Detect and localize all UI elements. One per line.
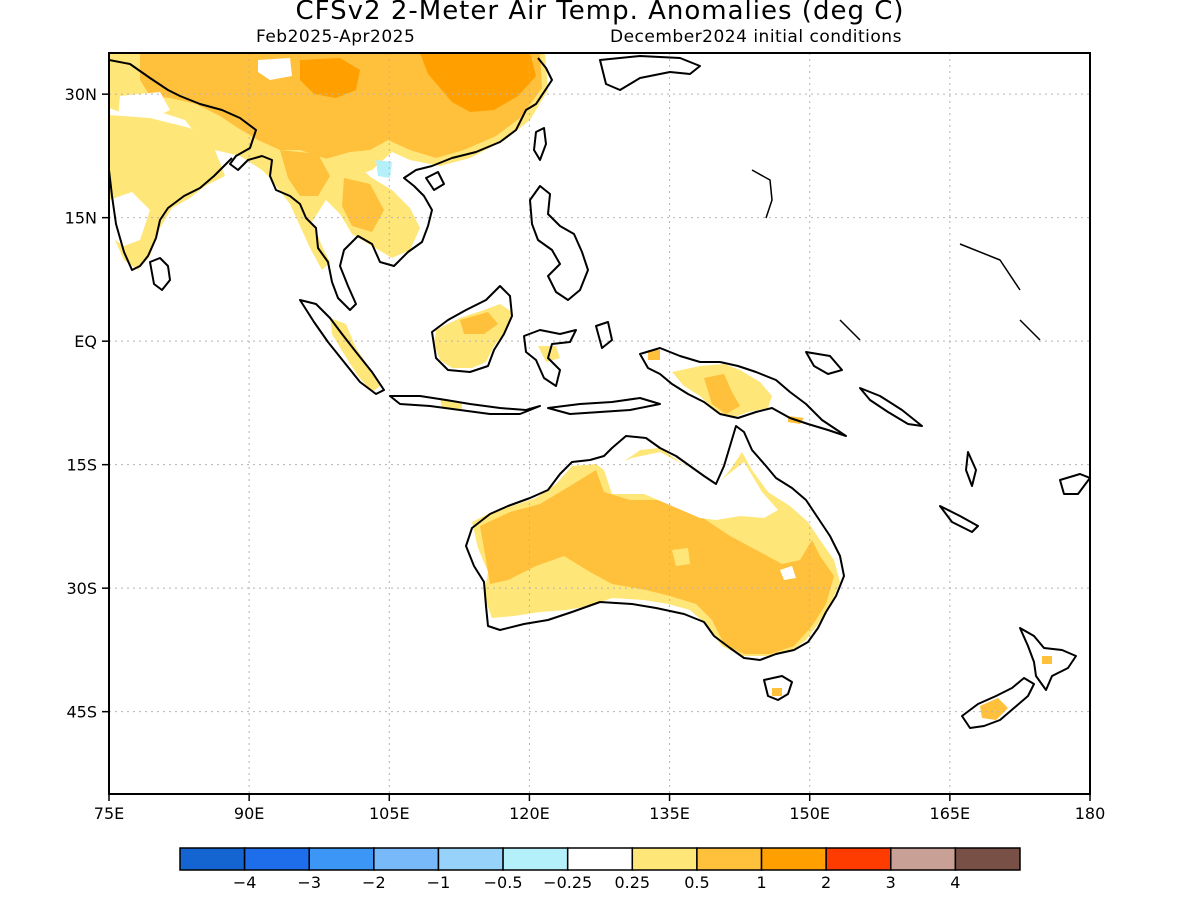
lat-label-0: 30N <box>65 85 97 104</box>
coast-fiji <box>1059 473 1090 495</box>
coast-java <box>389 395 541 415</box>
initial-conditions: December2024 initial conditions <box>610 27 902 47</box>
colorbar-swatch-1 <box>243 847 310 871</box>
lon-label-2: 105E <box>369 804 410 823</box>
coast-australia <box>465 425 845 661</box>
forecast-period: Feb2025-Apr2025 <box>256 27 416 47</box>
colorbar-swatch-4 <box>437 847 504 871</box>
shade-aus-white-east <box>780 566 796 580</box>
shade-china-high <box>420 53 536 112</box>
lon-label-0: 75E <box>94 804 124 823</box>
shade-tibet-high <box>300 58 360 98</box>
shade-tibet-white <box>258 58 292 80</box>
coast-sulawesi <box>523 329 577 387</box>
colorbar-label-1: −3 <box>297 873 321 892</box>
colorbar-swatch-9 <box>760 847 827 871</box>
colorbar-label-5: −0.25 <box>543 873 592 892</box>
lat-label-2: EQ <box>74 332 97 351</box>
shade-india-white <box>118 92 170 124</box>
colorbar-swatch-12 <box>954 847 1021 871</box>
colorbar-label-6: 0.25 <box>614 873 650 892</box>
shade-aus-mid <box>480 470 834 654</box>
shade-borneo-mid <box>460 312 498 334</box>
colorbar-label-2: −2 <box>362 873 386 892</box>
plot-frame <box>108 52 1091 795</box>
lon-label-4: 135E <box>649 804 690 823</box>
lat-label-1: 15N <box>65 209 97 228</box>
lon-label-6: 165E <box>930 804 971 823</box>
shade-indochina-low <box>260 150 420 270</box>
colorbar-label-10: 3 <box>886 873 896 892</box>
coast-vanuatu <box>965 451 977 487</box>
graticule <box>109 53 1090 794</box>
coast-solomons <box>859 387 923 427</box>
coast-micronesia <box>751 169 1041 341</box>
shade-indochina-mid2 <box>342 178 384 232</box>
coast-india-west <box>109 157 233 271</box>
shade-png-mid <box>704 374 740 414</box>
shade-aus-low-center <box>672 548 690 566</box>
shade-nz-south-mid <box>980 698 1008 720</box>
shade-moluccas-mid <box>648 350 660 360</box>
colorbar-label-4: −0.5 <box>484 873 523 892</box>
lon-label-3: 120E <box>509 804 550 823</box>
shade-indochina-cold <box>376 160 392 178</box>
lon-label-1: 90E <box>234 804 264 823</box>
coast-srilanka <box>149 257 171 291</box>
coast-new-caledonia <box>939 505 979 533</box>
axis-ticks: 30N 15N EQ 15S 30S 45S 75E 90E 105E 120E 135E 150E 1… <box>65 85 1106 823</box>
coast-borneo <box>431 285 513 373</box>
colorbar-swatch-3 <box>373 847 440 871</box>
coast-nz-north <box>1019 627 1077 691</box>
coast-japan <box>599 55 701 91</box>
colorbar-label-0: −4 <box>233 873 257 892</box>
map-title: CFSv2 2-Meter Air Temp. Anomalies (deg C… <box>295 0 905 26</box>
coast-halmahera <box>595 321 613 349</box>
shade-borneo-low <box>434 304 512 368</box>
colorbar-swatch-10 <box>825 847 892 871</box>
colorbar-swatch-11 <box>890 847 957 871</box>
coast-bismarck <box>805 351 843 375</box>
lat-label-4: 30S <box>66 579 97 598</box>
anomaly-shading <box>109 53 1052 720</box>
colorbar-label-11: 4 <box>950 873 960 892</box>
shade-sumatra-low <box>330 318 380 392</box>
coast-taiwan <box>533 127 547 161</box>
lat-label-3: 15S <box>66 456 97 475</box>
colorbar-swatch-0 <box>179 847 246 871</box>
coastlines <box>109 55 1090 729</box>
shade-tas-mid <box>772 688 782 696</box>
colorbar-swatch-5 <box>502 847 569 871</box>
coast-new-guinea <box>639 347 847 437</box>
colorbar-label-7: 0.5 <box>684 873 709 892</box>
lat-label-5: 45S <box>66 703 97 722</box>
coast-asia-mainland <box>109 57 553 311</box>
colorbar-swatch-6 <box>566 847 634 871</box>
coast-hainan <box>425 171 445 191</box>
colorbar-swatch-7 <box>631 847 698 871</box>
coast-lesser-sunda <box>547 397 661 415</box>
colorbar-swatch-2 <box>308 847 375 871</box>
colorbar-label-9: 2 <box>821 873 831 892</box>
coast-nz-south <box>961 677 1035 729</box>
lon-label-5: 150E <box>789 804 830 823</box>
colorbar-label-3: −1 <box>427 873 451 892</box>
coast-tasmania <box>763 675 793 701</box>
shade-aus-white-north <box>604 452 778 520</box>
coast-philippines <box>529 185 589 301</box>
colorbar-swatch-8 <box>696 847 763 871</box>
shade-indochina-mid <box>280 150 330 196</box>
coast-sumatra <box>299 299 385 395</box>
lon-label-7: 180 <box>1075 804 1106 823</box>
colorbar-label-8: 1 <box>756 873 766 892</box>
shade-nz-north-mid <box>1042 656 1052 664</box>
colorbar: −4 −3 −2 −1 −0.5 −0.25 0.25 0.5 1 2 3 4 <box>179 847 1021 892</box>
